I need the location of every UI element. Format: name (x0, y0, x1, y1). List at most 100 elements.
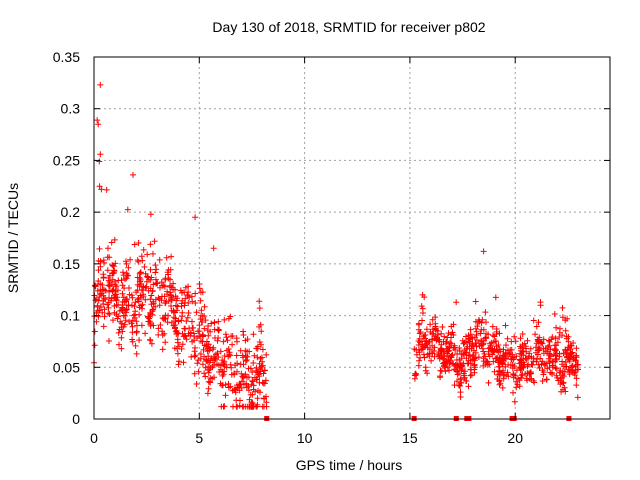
data-point (553, 356, 560, 363)
tick-labels: 0 5 10 15 20 0 0.05 0.1 0.15 0.2 0.25 0.3 0.35 (53, 49, 523, 446)
data-point (104, 267, 111, 274)
data-point (546, 338, 553, 345)
data-point (162, 312, 169, 319)
data-point (466, 339, 473, 346)
data-point (119, 282, 126, 289)
data-point (130, 312, 137, 319)
data-point (259, 346, 266, 353)
data-point (134, 296, 141, 303)
data-point (180, 359, 187, 366)
data-point (540, 350, 547, 357)
data-point (456, 348, 463, 354)
data-point (151, 238, 158, 245)
data-point (480, 348, 487, 355)
data-point (559, 314, 566, 321)
data-point (499, 352, 506, 359)
data-point (444, 364, 451, 370)
data-point (175, 317, 182, 324)
data-point (214, 361, 220, 368)
data-point (263, 393, 269, 400)
data-point (464, 343, 471, 350)
data-point (484, 358, 491, 365)
data-point (479, 316, 486, 323)
data-point (423, 326, 430, 333)
data-point (525, 355, 531, 362)
data-point (197, 297, 204, 304)
data-point (443, 338, 449, 345)
data-point (111, 278, 118, 285)
data-point (205, 369, 212, 376)
data-point (130, 171, 136, 178)
data-point (155, 294, 162, 301)
data-point (553, 372, 560, 379)
data-point (416, 335, 423, 342)
data-point (215, 318, 222, 325)
data-point (179, 330, 186, 337)
data-point (147, 322, 154, 329)
data-point (218, 403, 225, 410)
data-point (556, 350, 563, 357)
data-point (559, 304, 566, 311)
data-point (477, 338, 484, 345)
data-point (173, 302, 179, 309)
data-point (134, 281, 141, 288)
data-point (137, 278, 144, 284)
data-point (248, 381, 255, 388)
data-point (516, 383, 523, 390)
data-point (189, 338, 196, 345)
data-point (534, 347, 541, 354)
data-point (427, 346, 433, 353)
data-point (214, 350, 221, 357)
data-point (573, 354, 580, 361)
data-point (493, 326, 500, 332)
data-point (534, 356, 540, 363)
data-point (505, 373, 512, 380)
data-point (239, 403, 246, 410)
data-point (108, 297, 114, 304)
data-point (202, 373, 209, 380)
data-point (533, 323, 540, 330)
data-point (524, 363, 531, 370)
data-point (155, 325, 162, 332)
data-point (539, 358, 546, 365)
data-point (204, 366, 211, 373)
data-point (465, 383, 472, 390)
data-point (222, 392, 229, 399)
data-point (99, 282, 106, 288)
data-point (95, 313, 102, 320)
data-point (180, 333, 187, 340)
data-point (445, 330, 452, 337)
data-point (485, 379, 492, 386)
data-point (259, 379, 266, 386)
data-point (437, 374, 444, 381)
data-point (140, 246, 147, 253)
data-point (147, 241, 154, 248)
data-point (92, 297, 99, 304)
data-point (135, 240, 142, 246)
data-point (435, 336, 442, 343)
data-point (113, 311, 120, 318)
data-point (120, 323, 127, 330)
data-point (542, 362, 548, 368)
data-point (538, 339, 545, 346)
data-point (118, 334, 125, 341)
data-point (116, 326, 123, 333)
data-point (243, 357, 250, 363)
data-point (557, 375, 564, 382)
data-point (261, 367, 268, 374)
data-point (221, 353, 228, 359)
data-point (125, 302, 132, 308)
data-point (468, 334, 475, 341)
data-point (561, 368, 568, 375)
data-point (113, 283, 120, 290)
data-point (517, 364, 524, 371)
data-point (566, 358, 573, 365)
data-point (457, 389, 464, 396)
data-point (490, 339, 497, 346)
data-point (152, 262, 159, 269)
data-point (426, 350, 433, 357)
data-point (237, 381, 244, 388)
data-point (112, 288, 119, 295)
